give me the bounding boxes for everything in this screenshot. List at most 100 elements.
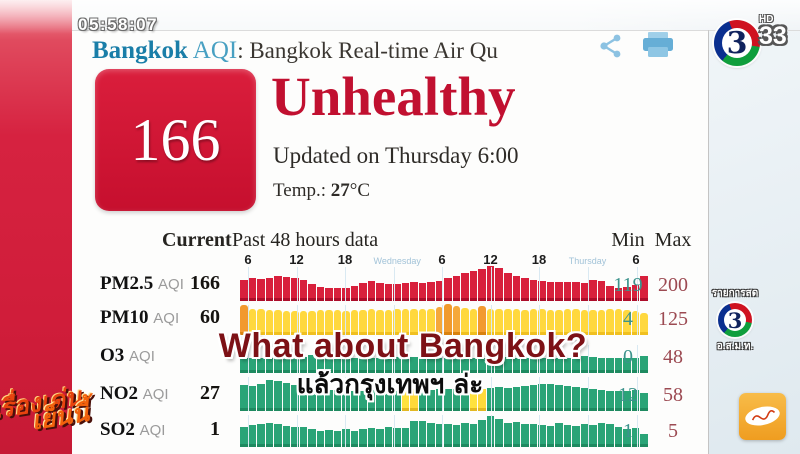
caption-thai: แล้วกรุงเทพฯ ล่ะ: [296, 370, 484, 400]
chart-bar: [410, 420, 418, 447]
chart-bar: [486, 308, 495, 335]
pollutant-aqi-suffix: AQI: [139, 422, 166, 439]
chart-bar: [316, 343, 325, 373]
chart-gridline: [442, 345, 444, 373]
chart-bar: [308, 354, 316, 373]
chart-gridline: [442, 305, 444, 335]
chart-bar: [521, 424, 529, 447]
chart-bar: [495, 387, 503, 411]
chart-bar: [589, 310, 597, 335]
pollutant-current-value: 1: [210, 418, 220, 440]
chart-bar: [640, 312, 648, 335]
chart-bar: [376, 429, 384, 447]
chart-bar: [546, 426, 555, 447]
chart-bar: [495, 354, 503, 373]
chart-gridline: [588, 345, 590, 373]
time-tick: 18: [337, 252, 353, 267]
site-name-link[interactable]: Bangkok: [92, 37, 188, 64]
chart-bar: [350, 286, 359, 301]
aqi-status: Unhealthy: [271, 66, 516, 127]
chart-gridline: [490, 345, 492, 373]
chart-bar: [529, 309, 538, 335]
chart-bar: [512, 309, 521, 335]
aqi-table-row: PM2.5 AQI 166 119 200: [72, 266, 708, 301]
chart-gridline: [588, 267, 590, 301]
chart-bar: [410, 356, 418, 373]
pollutant-aqi-suffix: AQI: [158, 276, 184, 293]
aqi-table-row: NO2 AQI 27 12 58: [72, 377, 708, 411]
chart-bar: [393, 284, 401, 301]
chart-bar: [614, 308, 623, 335]
chart-bar: [555, 384, 563, 411]
right-background: [709, 30, 800, 454]
chart-bar: [359, 390, 367, 411]
pollutant-name: O3: [100, 345, 125, 366]
pollutant-history-chart: [240, 266, 648, 301]
chart-bar: [503, 273, 512, 301]
chart-bar: [299, 311, 308, 335]
chart-bar: [265, 379, 274, 411]
chart-bar: [359, 283, 367, 301]
chart-bar: [546, 356, 555, 373]
chart-bar: [248, 308, 257, 335]
chart-bar: [452, 389, 461, 411]
chart-gridline: [296, 377, 298, 411]
chart-bar: [623, 309, 631, 335]
chart-bar: [333, 288, 342, 301]
pollutant-history-chart: [240, 415, 648, 447]
chart-bar: [503, 423, 512, 447]
chart-bar: [597, 309, 606, 335]
chart-bar: [291, 311, 299, 335]
chart-bar: [478, 305, 486, 335]
chart-bar: [512, 357, 521, 373]
chart-bar: [427, 282, 435, 301]
browser-page: Bangkok AQI: Bangkok Real-time Air Qu 16…: [72, 30, 708, 454]
chart-bar: [248, 425, 257, 447]
chart-bar: [274, 310, 282, 335]
time-tick: 12: [289, 252, 304, 267]
aqi-value: 166: [130, 106, 221, 173]
chart-bar: [427, 357, 435, 373]
chart-bar: [631, 390, 640, 411]
chart-gridline: [588, 305, 590, 335]
channel-number: 3: [726, 25, 748, 61]
chart-bar: [316, 286, 325, 301]
chart-bar: [461, 273, 469, 301]
chart-bar: [418, 388, 427, 411]
time-tick: 6: [438, 252, 446, 267]
chart-bar: [461, 308, 469, 335]
chart-bar: [299, 280, 308, 301]
chart-bar: [631, 285, 640, 301]
pollutant-history-chart: [240, 343, 648, 373]
channel3-logo: 3: [714, 20, 760, 66]
pollutant-min-value: 119: [613, 274, 643, 296]
chart-gridline: [393, 305, 395, 335]
chart-bar: [589, 389, 597, 411]
printer-icon[interactable]: [640, 31, 676, 58]
chart-bar: [538, 309, 546, 335]
chart-gridline: [393, 267, 395, 301]
chart-bar: [418, 357, 427, 373]
temp-value: 27: [330, 180, 350, 201]
chart-bar: [240, 279, 248, 301]
chart-bar: [248, 358, 257, 373]
pollutant-current-value: 60: [200, 306, 220, 328]
chart-bar: [325, 351, 333, 373]
aqi-value-box: 166: [95, 69, 256, 211]
time-tick: 18: [531, 252, 547, 267]
chart-bar: [538, 383, 546, 411]
chart-bar: [274, 424, 282, 447]
chart-bar: [248, 385, 257, 411]
chart-gridline: [442, 377, 444, 411]
chart-bar: [469, 357, 478, 373]
chart-bar: [563, 358, 572, 373]
chart-bar: [393, 428, 401, 447]
pollutant-min-value: 12: [618, 384, 638, 406]
chart-bar: [538, 281, 546, 301]
chart-gridline: [490, 377, 492, 411]
chart-bar: [563, 281, 572, 301]
chart-bar: [393, 309, 401, 335]
time-axis: 6 12 18 Wednesday 6 12 18 Thursday 6: [228, 252, 656, 267]
share-icon[interactable]: [598, 33, 624, 59]
